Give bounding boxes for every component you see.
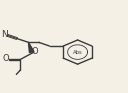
Polygon shape xyxy=(28,42,34,52)
Text: Abs: Abs xyxy=(73,50,82,55)
Text: O: O xyxy=(3,54,9,63)
Text: O: O xyxy=(32,47,39,56)
Text: N: N xyxy=(1,30,8,39)
